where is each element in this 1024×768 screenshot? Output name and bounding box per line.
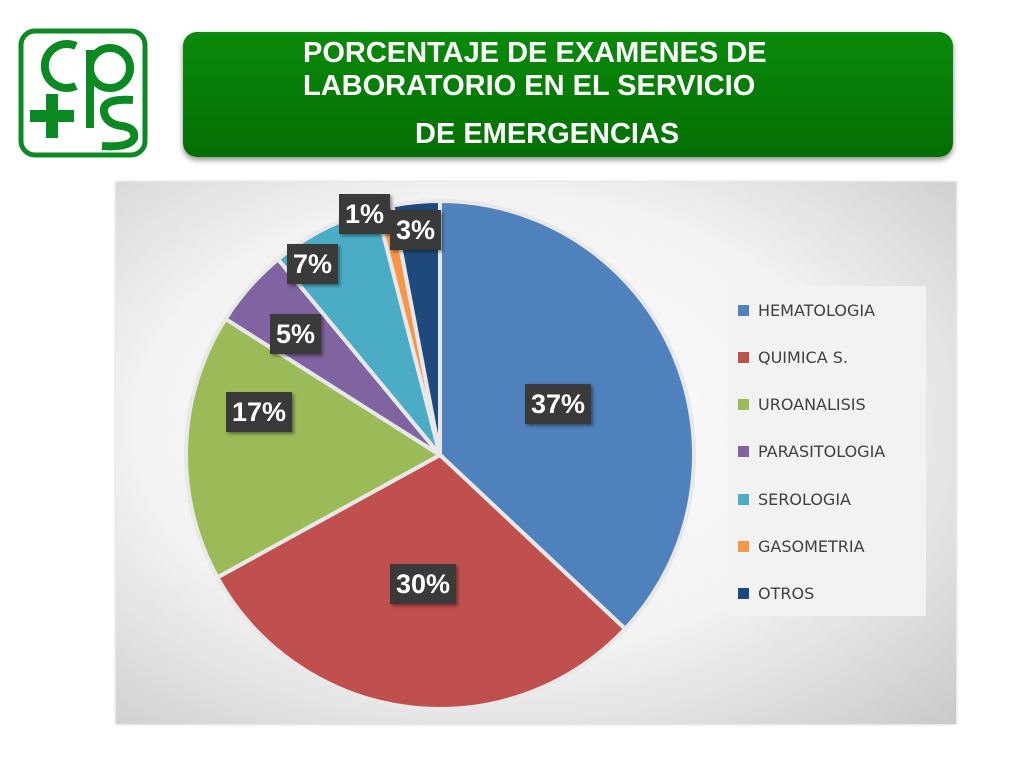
- legend-item-serologia: SEROLOGIA: [738, 487, 851, 511]
- data-label-quimica-s: 30%: [390, 564, 457, 604]
- legend-label: HEMATOLOGIA: [758, 300, 876, 320]
- title-banner: PORCENTAJE DE EXAMENES DE LABORATORIO EN…: [183, 32, 953, 157]
- cps-logo: [18, 28, 148, 158]
- legend-swatch: [738, 399, 749, 411]
- legend-item-otros: OTROS: [738, 582, 814, 606]
- legend-item-parasitologia: PARASITOLOGIA: [738, 440, 885, 464]
- legend-label: QUIMICA S.: [758, 347, 848, 367]
- legend-swatch: [738, 351, 749, 363]
- legend-swatch: [738, 493, 749, 505]
- legend-swatch: [738, 304, 749, 316]
- legend-swatch: [738, 541, 749, 552]
- legend-item-quimica-s: QUIMICA S.: [738, 345, 848, 369]
- title-line-2: LABORATORIO EN EL SERVICIO: [303, 70, 756, 102]
- legend-label: OTROS: [758, 584, 815, 604]
- title-line-3: DE EMERGENCIAS: [415, 118, 680, 150]
- title-line-1: PORCENTAJE DE EXAMENES DE: [303, 37, 767, 69]
- data-label-gasometria: 1%: [339, 194, 391, 234]
- legend-item-uroanalisis: UROANALISIS: [738, 393, 866, 417]
- pie-slice-otros: [390, 198, 442, 456]
- legend: HEMATOLOGIA QUIMICA S. UROANALISIS PARASITO…: [728, 286, 926, 616]
- legend-swatch: [738, 446, 749, 458]
- legend-label: PARASITOLOGIA: [758, 442, 886, 462]
- legend-label: SEROLOGIA: [758, 489, 851, 509]
- legend-item-hematologia: HEMATOLOGIA: [738, 298, 875, 322]
- data-label-uroanalisis: 17%: [226, 392, 293, 432]
- legend-label: GASOMETRIA: [758, 537, 865, 556]
- legend-label: UROANALISIS: [758, 395, 866, 415]
- data-label-serologia: 7%: [287, 244, 339, 284]
- data-label-otros: 3%: [390, 210, 442, 250]
- pie-slice-uroanalisis: [184, 316, 444, 581]
- legend-item-gasometria: GASOMETRIA: [738, 535, 865, 559]
- data-label-parasitologia: 5%: [270, 314, 322, 354]
- legend-swatch: [738, 588, 749, 600]
- data-label-hematologia: 37%: [525, 384, 592, 424]
